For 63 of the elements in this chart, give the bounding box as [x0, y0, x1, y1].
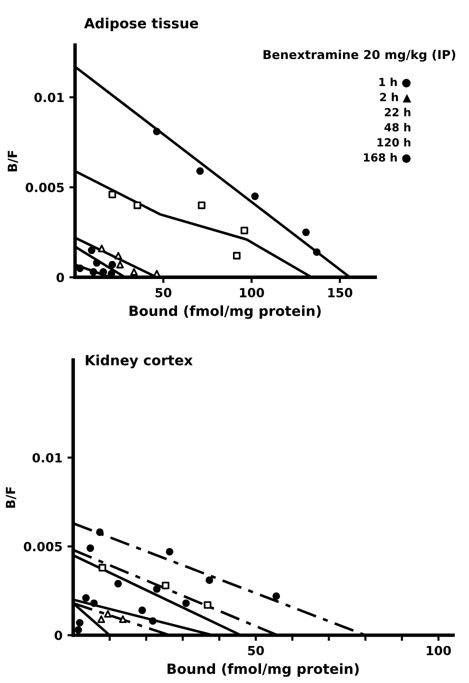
annotation: 168 h ● [364, 153, 411, 163]
point [153, 585, 161, 593]
point [76, 618, 84, 627]
x-tick-label: 50 [156, 288, 172, 298]
point [76, 264, 84, 272]
point [98, 615, 106, 623]
point [166, 548, 174, 556]
point [134, 202, 142, 210]
point [302, 228, 310, 236]
x-axis-title: Bound (fmol/mg protein) [130, 305, 321, 319]
point [108, 190, 116, 198]
point [206, 576, 214, 584]
point [104, 610, 112, 618]
point [138, 606, 146, 614]
point [119, 615, 127, 623]
point [82, 594, 90, 602]
point [98, 244, 106, 252]
point [198, 202, 206, 210]
point [204, 601, 212, 609]
x-tick-label: 50 [248, 646, 264, 656]
y-tick-label: 0.01 [34, 92, 64, 102]
point [182, 599, 190, 608]
point [114, 580, 122, 588]
text: 2 h ▲ [380, 92, 412, 102]
y-axis-title: B/F [8, 150, 18, 172]
point [90, 268, 98, 276]
point [232, 252, 241, 260]
point [130, 268, 138, 276]
text: 22 h [384, 108, 410, 116]
point [196, 167, 204, 175]
point [98, 564, 106, 572]
chart-subtitle: Benextramine 20 mg/kg (IP) [264, 50, 456, 62]
x-tick-label: 100 [240, 288, 264, 298]
x-tick-label: 100 [426, 646, 451, 656]
point [116, 260, 124, 268]
y-tick-label: 0.005 [24, 542, 62, 552]
y-tick-label: 0 [54, 630, 62, 640]
point [74, 626, 82, 634]
point [92, 259, 101, 267]
x-axis-title: Bound (fmol/mg protein) [168, 663, 359, 677]
text: 1 h ● [379, 78, 411, 88]
point [108, 260, 116, 268]
y-axis-title: B/F [6, 487, 16, 508]
point [162, 582, 170, 590]
point [86, 544, 94, 552]
point [153, 128, 161, 136]
point [96, 528, 104, 536]
y-tick-label: 0.01 [32, 453, 62, 463]
point [149, 617, 157, 625]
point [240, 226, 248, 234]
point [88, 246, 96, 254]
y-tick-label: 0.005 [26, 182, 64, 192]
text: 120 h [378, 138, 410, 147]
point [90, 599, 98, 608]
point [114, 252, 122, 260]
chart-title: Kidney cortex [86, 354, 193, 368]
point [272, 592, 280, 600]
text: 48 h [384, 122, 410, 132]
x-tick-label: 150 [328, 288, 352, 298]
point [312, 248, 321, 256]
chart-title: Adipose tissue [84, 18, 198, 32]
point [251, 192, 259, 200]
y-tick-label: 0 [56, 272, 64, 282]
